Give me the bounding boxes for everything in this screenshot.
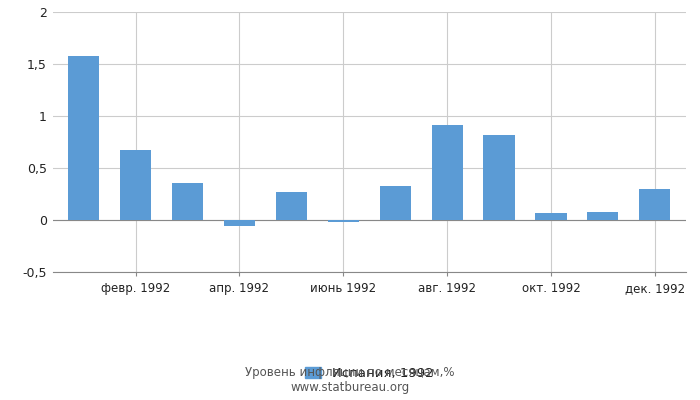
- Bar: [328, 220, 359, 222]
- Text: www.statbureau.org: www.statbureau.org: [290, 381, 410, 394]
- Text: Уровень инфляции по месяцам,%: Уровень инфляции по месяцам,%: [245, 366, 455, 379]
- Bar: [484, 135, 514, 220]
- Bar: [172, 182, 203, 220]
- Bar: [120, 150, 151, 220]
- Legend: Испания, 1992: Испания, 1992: [305, 367, 433, 380]
- Bar: [379, 186, 411, 220]
- Bar: [536, 213, 566, 220]
- Bar: [587, 212, 619, 220]
- Bar: [224, 220, 255, 226]
- Bar: [276, 192, 307, 220]
- Bar: [68, 56, 99, 220]
- Bar: [432, 125, 463, 220]
- Bar: [639, 189, 671, 220]
